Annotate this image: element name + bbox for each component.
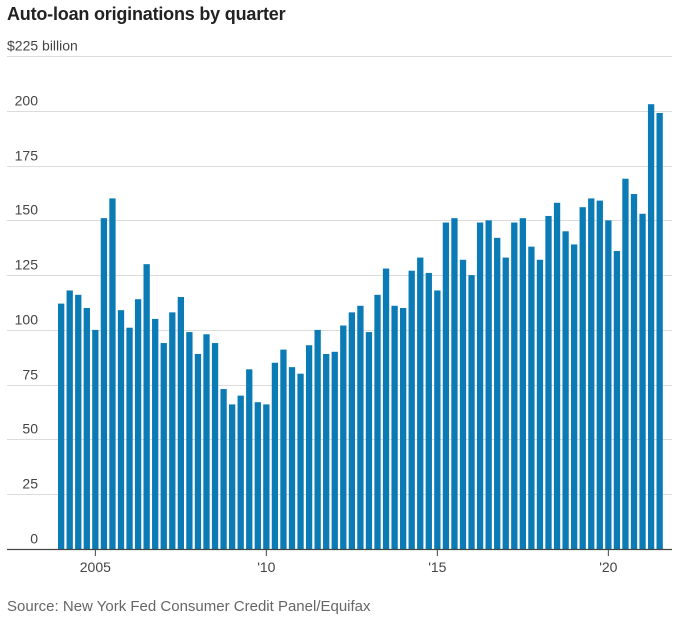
bar: [417, 257, 424, 549]
bar: [177, 297, 184, 549]
bar: [280, 349, 287, 549]
bar: [442, 222, 450, 549]
bar: [263, 404, 270, 549]
bar: [639, 213, 646, 549]
bar: [160, 343, 167, 549]
bar: [237, 395, 244, 549]
bar: [288, 367, 296, 549]
bar: [75, 294, 82, 549]
bar: [92, 329, 99, 549]
y-tick-label: $225 billion: [7, 38, 78, 54]
x-tick-labels: 2005 '10 '15 '20: [80, 549, 618, 575]
bar: [246, 369, 253, 549]
bar: [562, 231, 569, 550]
bar: [314, 329, 321, 549]
bar-chart: 0 25 50 75 100 125 150 175 200 $225 billion 2005 '…: [7, 38, 672, 575]
bar: [66, 290, 73, 549]
bar: [186, 332, 193, 549]
y-tick-label: 75: [22, 367, 38, 383]
bar: [271, 362, 279, 549]
bar: [305, 345, 313, 549]
bar: [400, 307, 407, 549]
bar: [220, 389, 227, 549]
bar: [408, 270, 415, 549]
bar: [511, 222, 518, 549]
bar: [126, 327, 133, 549]
bar: [468, 275, 475, 549]
bar: [647, 104, 655, 549]
y-tick-label: 25: [22, 476, 38, 492]
bar: [613, 251, 621, 549]
bar: [117, 310, 125, 549]
bar: [143, 264, 150, 549]
bar: [374, 294, 381, 549]
bar: [494, 237, 501, 550]
gridlines: [7, 56, 672, 495]
bar: [536, 259, 544, 549]
bar: [485, 220, 492, 549]
bar: [588, 198, 595, 550]
bar: [194, 353, 202, 549]
bar: [434, 290, 441, 549]
bar: [100, 218, 108, 549]
bar: [58, 303, 65, 549]
y-tick-label: 0: [30, 531, 38, 547]
y-tick-labels: 0 25 50 75 100 125 150 175 200 $225 billion: [7, 38, 78, 547]
source-note: Source: New York Fed Consumer Credit Pan…: [7, 598, 371, 615]
x-tick-label: '10: [257, 559, 275, 575]
bar: [630, 194, 638, 550]
bar: [571, 244, 578, 549]
y-tick-label: 175: [15, 148, 39, 164]
bar: [605, 220, 612, 549]
bar: [152, 318, 159, 549]
bars: [58, 104, 663, 550]
bar: [519, 218, 526, 549]
bar: [596, 200, 603, 550]
bar: [348, 312, 355, 549]
y-tick-label: 150: [15, 202, 39, 218]
bar: [553, 202, 561, 550]
bar: [203, 334, 210, 549]
bar: [622, 178, 629, 549]
bar: [425, 272, 432, 549]
bar: [229, 404, 236, 549]
bar: [391, 305, 398, 549]
bar: [476, 222, 484, 549]
bar: [382, 268, 390, 549]
bar: [331, 351, 338, 549]
bar: [323, 353, 330, 549]
bar: [357, 305, 364, 549]
bar: [545, 215, 552, 549]
y-tick-label: 50: [22, 421, 38, 437]
bar: [459, 259, 467, 549]
bar: [254, 402, 261, 549]
bar: [579, 207, 586, 549]
y-tick-label: 125: [15, 257, 39, 273]
bar: [211, 343, 219, 549]
bar: [169, 312, 176, 549]
bar: [83, 307, 90, 549]
y-tick-label: 200: [15, 93, 39, 109]
bar: [451, 218, 458, 549]
bar: [340, 325, 347, 549]
bar: [528, 246, 535, 549]
bar: [502, 257, 509, 549]
x-tick-label: 2005: [80, 559, 111, 575]
bar: [134, 299, 142, 549]
bar: [297, 373, 304, 549]
chart-title: Auto-loan originations by quarter: [7, 4, 286, 24]
y-tick-label: 100: [15, 312, 39, 328]
bar: [109, 198, 116, 550]
bar: [365, 332, 373, 549]
x-tick-label: '20: [599, 559, 617, 575]
x-tick-label: '15: [428, 559, 446, 575]
bar: [656, 112, 663, 549]
